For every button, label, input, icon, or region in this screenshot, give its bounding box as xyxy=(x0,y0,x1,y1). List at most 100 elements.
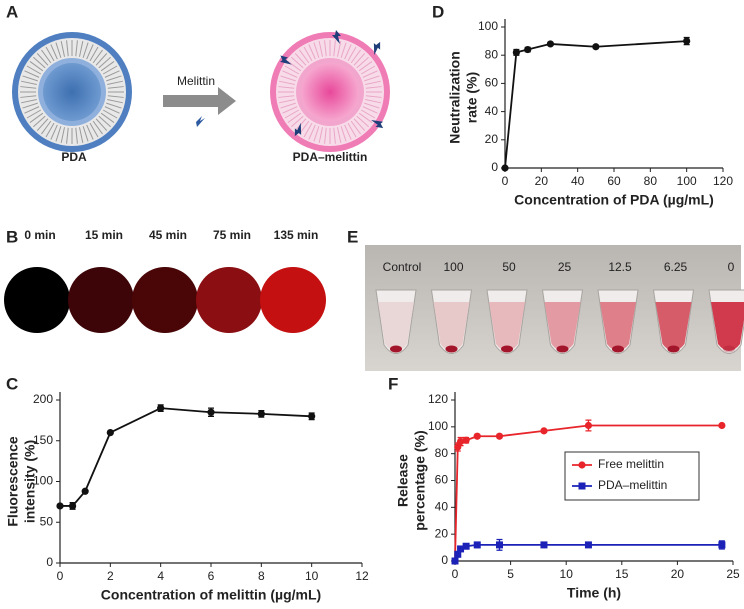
tube-label: 6.25 xyxy=(664,260,688,274)
lipid xyxy=(362,70,378,78)
pda-particle xyxy=(12,32,132,152)
lipid xyxy=(50,44,58,60)
y-tick-label: 50 xyxy=(40,514,54,528)
lipid xyxy=(100,61,115,72)
particle-label: PDA xyxy=(61,150,87,164)
lipid xyxy=(313,42,320,58)
x-tick-label: 100 xyxy=(677,174,697,188)
lipid xyxy=(98,115,111,128)
melittin-icon xyxy=(196,116,205,127)
x-tick-label: 20 xyxy=(671,567,685,581)
lipid xyxy=(36,53,49,66)
lipid xyxy=(86,124,94,140)
tube-liquid xyxy=(489,302,525,351)
lipid xyxy=(291,115,304,128)
melittin-icon xyxy=(294,122,302,137)
lipid xyxy=(278,86,295,89)
panel-label: B xyxy=(6,227,18,246)
y-tick-label: 200 xyxy=(33,392,53,406)
lipid xyxy=(284,65,300,75)
lipid xyxy=(303,46,313,62)
lipid xyxy=(20,95,37,98)
point xyxy=(473,432,481,440)
lipid xyxy=(107,86,124,89)
sample-well xyxy=(196,267,262,333)
lipid xyxy=(95,53,108,66)
y-tick-label: 60 xyxy=(435,473,449,487)
panel-label: E xyxy=(347,227,358,246)
lipid xyxy=(21,80,37,86)
lipid xyxy=(278,95,295,98)
legend-marker xyxy=(578,482,586,490)
sample-well xyxy=(4,267,70,333)
lipid xyxy=(92,49,103,64)
y-tick-label: 0 xyxy=(441,553,448,567)
lipid xyxy=(347,122,357,138)
legend-label: Free melittin xyxy=(598,457,664,471)
x-tick-label: 10 xyxy=(560,567,574,581)
lipid xyxy=(104,106,120,114)
lipid xyxy=(299,49,310,64)
point xyxy=(683,37,691,45)
y-axis-label: rate (%) xyxy=(464,72,480,123)
x-axis-label: Time (h) xyxy=(567,585,621,601)
lipid xyxy=(60,41,66,57)
lipid xyxy=(356,56,369,69)
y-tick-label: 20 xyxy=(435,526,449,540)
tube-liquid xyxy=(600,302,636,351)
point xyxy=(540,541,548,549)
lipid xyxy=(358,61,373,72)
lipid xyxy=(365,98,381,104)
lipid xyxy=(294,53,307,66)
lipid xyxy=(26,109,42,119)
particle-label: PDA–melittin xyxy=(293,150,368,164)
lipid xyxy=(24,106,40,114)
tube-label: 50 xyxy=(502,260,516,274)
series-line xyxy=(504,40,687,169)
pellet xyxy=(445,345,458,353)
lipid xyxy=(55,126,62,142)
lipid xyxy=(22,75,38,82)
lipid xyxy=(33,56,46,69)
lipid xyxy=(347,46,357,62)
lipid xyxy=(280,75,296,82)
legend-box xyxy=(564,451,700,501)
lipid xyxy=(308,124,316,140)
lipid xyxy=(365,86,382,89)
lipid xyxy=(95,118,108,131)
point xyxy=(456,437,465,446)
time-label: 135 min xyxy=(274,228,319,242)
lipid xyxy=(21,98,37,104)
y-tick-label: 40 xyxy=(485,104,499,118)
tube-label: Control xyxy=(383,260,422,274)
tube-label: 0 xyxy=(728,260,735,274)
series-line xyxy=(60,407,312,507)
y-axis-label: Release xyxy=(395,454,411,507)
melittin-icon xyxy=(373,41,381,56)
lipid xyxy=(353,53,366,66)
lipid xyxy=(82,42,89,58)
lipid xyxy=(89,122,99,138)
time-label: 45 min xyxy=(149,228,187,242)
lipid xyxy=(333,40,336,57)
x-tick-label: 15 xyxy=(615,567,629,581)
x-axis-label: Concentration of PDA (µg/mL) xyxy=(514,192,714,208)
x-tick-label: 40 xyxy=(571,174,585,188)
point xyxy=(592,43,600,51)
lipid xyxy=(364,75,380,82)
tube-label: 12.5 xyxy=(608,260,632,274)
panel-label: F xyxy=(388,374,398,393)
y-tick-label: 0 xyxy=(491,160,498,174)
tube-liquid xyxy=(711,302,744,351)
lipid xyxy=(86,44,94,60)
lipid xyxy=(282,106,298,114)
tube-liquid xyxy=(378,302,414,351)
time-label: 75 min xyxy=(213,228,251,242)
lipid xyxy=(45,122,55,138)
lipid xyxy=(360,65,376,75)
pellet xyxy=(501,345,513,353)
lipid xyxy=(29,61,44,72)
x-tick-label: 8 xyxy=(258,569,265,583)
lipid xyxy=(100,112,115,123)
tube-liquid xyxy=(655,302,692,351)
